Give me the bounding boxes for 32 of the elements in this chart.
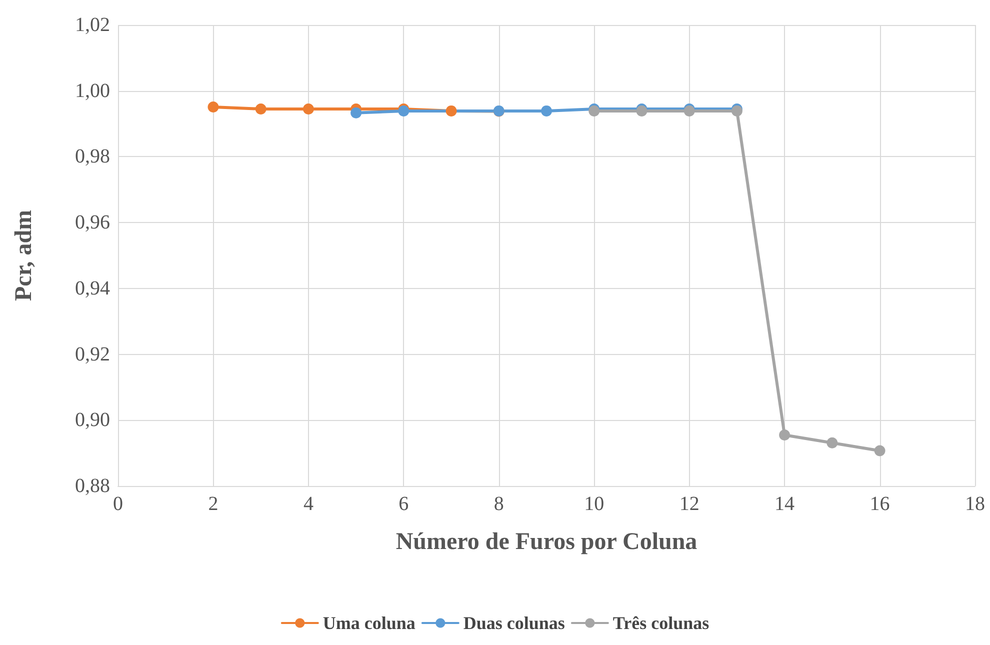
point: [874, 445, 886, 456]
y-tick-label: 1,00: [75, 80, 110, 102]
point: [826, 437, 838, 448]
x-tick-label: 8: [494, 493, 504, 515]
y-tick-label: 0,92: [75, 343, 110, 366]
y-axis-title: Pcr, adm: [11, 210, 37, 302]
y-tick-label: 0,96: [75, 212, 110, 234]
point: [541, 105, 552, 116]
x-tick-label: 18: [965, 493, 985, 515]
y-tick-label: 0,88: [75, 475, 110, 497]
y-tick-label: 1,02: [75, 14, 110, 36]
legend-label: Três colunas: [612, 613, 710, 633]
x-tick-label: 16: [870, 493, 890, 515]
legend-label: Uma coluna: [322, 613, 416, 633]
point: [208, 101, 219, 112]
y-tick-label: 0,94: [75, 277, 110, 300]
x-axis-title: Número de Furos por Coluna: [396, 529, 698, 555]
x-tick-label: 6: [398, 493, 409, 515]
point: [779, 429, 790, 440]
x-tick-label: 10: [584, 493, 604, 515]
legend-label: Duas colunas: [463, 613, 565, 633]
x-tick-label: 12: [679, 493, 700, 515]
point: [350, 107, 362, 118]
y-tick-label: 0,98: [75, 146, 110, 168]
x-tick-label: 2: [208, 493, 218, 515]
y-tick-label: 0,90: [75, 409, 110, 432]
point: [302, 103, 314, 114]
point: [255, 103, 266, 114]
x-tick-label: 14: [774, 493, 795, 515]
point: [446, 105, 457, 116]
x-tick-label: 0: [113, 493, 123, 515]
x-tick-label: 4: [303, 493, 314, 515]
